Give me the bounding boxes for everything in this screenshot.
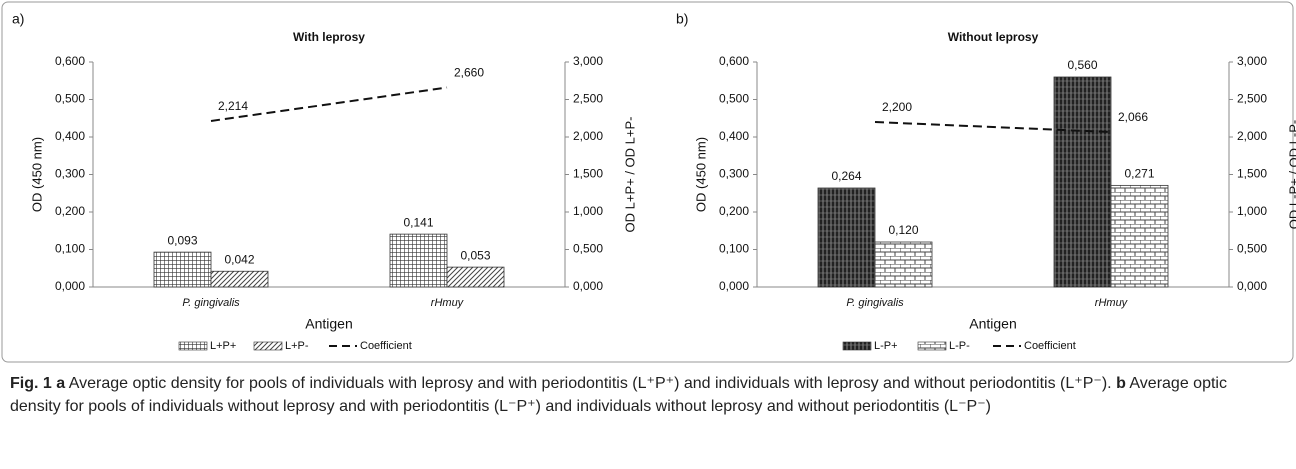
y2-tick-label: 3,000 (573, 54, 603, 68)
line (874, 121, 1112, 134)
y2-tick-label: 1,000 (1237, 204, 1267, 218)
chart-title: Without leprosy (948, 30, 1039, 44)
legend-label: L-P- (949, 340, 970, 352)
bar (446, 266, 505, 288)
bar (1110, 184, 1169, 288)
y-axis-label: OD (450 nm) (29, 137, 44, 212)
bar (210, 270, 269, 288)
legend-label: Coefficient (360, 340, 412, 352)
value-label: 0,042 (224, 252, 254, 266)
value-label: 0,093 (167, 233, 197, 247)
value-label: 2,066 (1118, 110, 1148, 124)
y2-tick-label: 0,500 (1237, 242, 1267, 256)
y-tick-label: 0,500 (55, 92, 85, 106)
legend-label: L+P- (285, 340, 309, 352)
y2-tick-label: 0,000 (1237, 279, 1267, 293)
y-tick-label: 0,400 (719, 129, 749, 143)
legend-swatch (842, 341, 872, 351)
bar (389, 233, 448, 288)
caption-tag: a (56, 375, 66, 392)
x-tick-label: P. gingivalis (182, 297, 240, 309)
y-tick-label: 0,300 (55, 167, 85, 181)
panel-label: a) (12, 11, 24, 27)
figure: a) With leprosy OD (450 nm) OD L+P+ / OD L+… (1, 1, 1296, 363)
y2-tick-label: 0,000 (573, 279, 603, 293)
y-tick-label: 0,000 (719, 279, 749, 293)
y2-tick-label: 1,500 (573, 167, 603, 181)
legend-swatch (253, 341, 283, 351)
caption: Fig. 1 a Average optic density for pools… (10, 373, 1280, 418)
y2-tick-label: 2,000 (1237, 129, 1267, 143)
caption-text: Average optic density for pools of indiv… (68, 375, 1112, 392)
caption-label: Fig. 1 (10, 375, 52, 392)
value-label: 0,141 (403, 215, 433, 229)
y2-tick-label: 1,500 (1237, 167, 1267, 181)
legend-swatch (178, 341, 208, 351)
y2-tick-label: 1,000 (573, 204, 603, 218)
x-tick-label: P. gingivalis (846, 297, 904, 309)
y-tick-label: 0,400 (55, 129, 85, 143)
y2-axis-label: OD L+P+ / OD L+P- (622, 117, 637, 233)
line (210, 86, 448, 122)
y-tick-label: 0,300 (719, 167, 749, 181)
value-label: 0,560 (1067, 58, 1097, 72)
bar (874, 241, 933, 288)
value-label: 2,660 (454, 66, 484, 80)
caption-tag: b (1116, 375, 1126, 392)
value-label: 0,264 (831, 169, 861, 183)
value-label: 0,271 (1124, 167, 1154, 181)
y2-tick-label: 2,000 (573, 129, 603, 143)
legend-swatch (917, 341, 947, 351)
legend-label: L+P+ (210, 340, 236, 352)
y-tick-label: 0,200 (719, 204, 749, 218)
x-tick-label: rHmuy (431, 297, 465, 309)
caption-text: Average optic density for pools of indiv… (10, 375, 1227, 415)
y-tick-label: 0,000 (55, 279, 85, 293)
legend-label: L-P+ (874, 340, 898, 352)
y2-tick-label: 2,500 (573, 92, 603, 106)
y-tick-label: 0,600 (55, 54, 85, 68)
y-tick-label: 0,500 (719, 92, 749, 106)
y-tick-label: 0,100 (719, 242, 749, 256)
x-tick-label: rHmuy (1095, 297, 1129, 309)
y2-tick-label: 0,500 (573, 242, 603, 256)
y-axis-label: OD (450 nm) (693, 137, 708, 212)
value-label: 0,053 (460, 248, 490, 262)
y2-axis-label: OD L-P+ / OD L-P- (1286, 120, 1296, 229)
x-axis-label: Antigen (969, 316, 1016, 332)
chart-title: With leprosy (293, 30, 365, 44)
y2-tick-label: 2,500 (1237, 92, 1267, 106)
bar (817, 187, 876, 288)
bar (153, 251, 212, 288)
value-label: 0,120 (888, 223, 918, 237)
y-tick-label: 0,100 (55, 242, 85, 256)
bar (1053, 76, 1112, 288)
value-label: 2,214 (218, 99, 248, 113)
y2-tick-label: 3,000 (1237, 54, 1267, 68)
legend-label: Coefficient (1024, 340, 1076, 352)
value-label: 2,200 (882, 100, 912, 114)
figure-frame (1, 1, 1294, 363)
y-tick-label: 0,600 (719, 54, 749, 68)
y-tick-label: 0,200 (55, 204, 85, 218)
panel-label: b) (676, 11, 688, 27)
x-axis-label: Antigen (305, 316, 352, 332)
